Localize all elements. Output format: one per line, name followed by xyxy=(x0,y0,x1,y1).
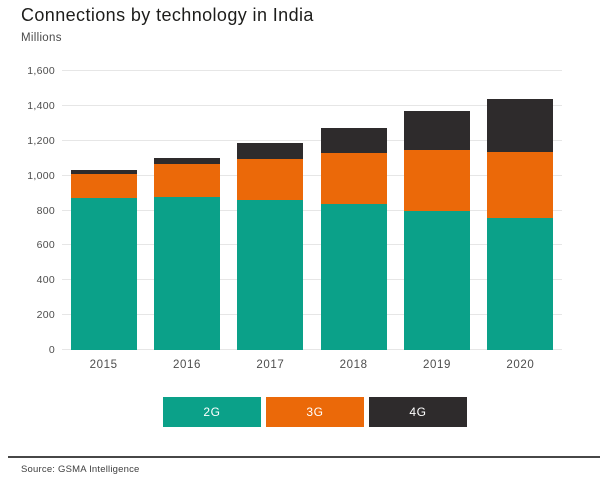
gridline-1,600 xyxy=(62,70,562,71)
x-tick-label: 2018 xyxy=(339,359,368,371)
bar-2017-4g xyxy=(237,142,304,160)
x-tick-label: 2019 xyxy=(423,359,451,371)
bar-2020-3g xyxy=(487,152,554,219)
x-tick-label: 2016 xyxy=(173,359,201,371)
bar-2019-4g xyxy=(404,111,470,151)
chart-title: Connections by technology in India xyxy=(21,5,314,25)
legend: 2G 3G 4G xyxy=(163,397,467,427)
bar-2016-3g xyxy=(154,164,220,198)
bar-2018-2g xyxy=(320,203,387,350)
gridline-200 xyxy=(62,314,562,316)
bar-2018-4g xyxy=(320,127,387,153)
bar-2019-3g xyxy=(404,150,470,211)
bar-2019-2g xyxy=(404,210,470,350)
bar-2017-3g xyxy=(237,159,304,201)
y-axis-labels: 0 200 400 600 800 1,000 1,200 1,400 1,600 xyxy=(0,65,55,356)
bar-2020-4g xyxy=(487,98,554,153)
legend-item-2g: 2G xyxy=(163,397,261,427)
x-tick-label: 2020 xyxy=(506,359,535,371)
gridline-1,200 xyxy=(62,139,562,141)
bar-2015-3g xyxy=(70,173,137,199)
y-tick-label: 600 xyxy=(36,239,55,252)
y-tick-label: 0 xyxy=(48,344,55,356)
gridline-1,400 xyxy=(62,104,562,106)
x-tick-label: 2015 xyxy=(89,359,118,371)
y-tick-label: 400 xyxy=(36,274,55,287)
x-axis-labels: 2015 2016 2017 2018 2019 2020 xyxy=(62,359,562,375)
bar-2016-2g xyxy=(154,197,220,350)
gridline-600 xyxy=(62,244,562,246)
bar-2015-2g xyxy=(70,198,137,350)
y-tick-label: 1,200 xyxy=(27,134,55,147)
y-tick-label: 1,000 xyxy=(27,169,55,182)
y-tick-label: 1,600 xyxy=(27,65,55,77)
legend-label: 3G xyxy=(306,405,324,419)
bar-2018-3g xyxy=(320,152,387,204)
bar-2017-2g xyxy=(237,200,304,350)
bar-2015-4g xyxy=(70,170,137,174)
plot-area xyxy=(62,70,562,350)
legend-item-4g: 4G xyxy=(369,397,467,427)
legend-label: 2G xyxy=(203,405,221,419)
y-tick-label: 1,400 xyxy=(27,99,55,112)
gridline-800 xyxy=(62,209,562,211)
legend-item-3g: 3G xyxy=(266,397,364,427)
gridline-0 xyxy=(62,349,562,350)
footer-divider xyxy=(8,456,600,458)
gridline-400 xyxy=(62,279,562,281)
chart-units-label: Millions xyxy=(21,32,62,44)
bar-2016-4g xyxy=(154,158,220,165)
y-tick-label: 200 xyxy=(36,309,55,322)
x-tick-label: 2017 xyxy=(256,359,285,371)
legend-label: 4G xyxy=(409,405,427,419)
y-tick-label: 800 xyxy=(36,204,55,217)
bar-2020-2g xyxy=(487,218,554,350)
gridline-1,000 xyxy=(62,174,562,176)
source-attribution: Source: GSMA Intelligence xyxy=(21,464,140,475)
